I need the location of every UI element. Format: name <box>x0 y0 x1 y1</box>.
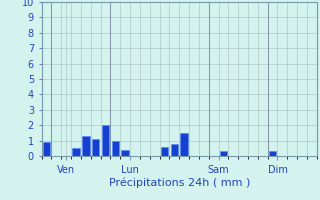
Bar <box>269 151 276 156</box>
Bar <box>220 151 227 156</box>
Bar <box>82 136 90 156</box>
X-axis label: Précipitations 24h ( mm ): Précipitations 24h ( mm ) <box>108 178 250 188</box>
Bar <box>161 147 168 156</box>
Bar <box>180 133 188 156</box>
Bar <box>102 125 109 156</box>
Bar <box>43 142 50 156</box>
Bar <box>122 150 129 156</box>
Bar <box>72 148 80 156</box>
Bar <box>112 141 119 156</box>
Bar <box>92 139 99 156</box>
Bar <box>171 144 178 156</box>
